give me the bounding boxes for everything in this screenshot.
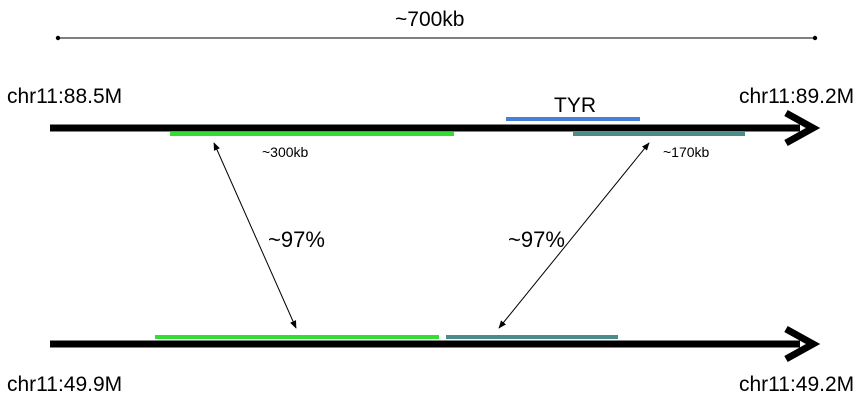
bottom-track-arrowhead — [784, 325, 821, 363]
right-homology-arrow — [498, 142, 650, 329]
top-track-arrowhead — [784, 109, 821, 147]
top-start-label: chr11:88.5M — [7, 85, 123, 108]
bottom-start-label: chr11:49.9M — [7, 373, 123, 396]
green-segment-size-label: ~300kb — [262, 144, 309, 160]
left-homology-arrow — [213, 142, 297, 329]
top-end-label: chr11:89.2M — [739, 85, 855, 108]
left-identity-label: ~97% — [268, 227, 325, 252]
right-identity-label: ~97% — [508, 227, 565, 252]
scale-label: ~700kb — [395, 8, 465, 31]
bottom-end-label: chr11:49.2M — [739, 373, 855, 396]
teal-segment-size-label: ~170kb — [663, 144, 710, 160]
tyr-gene-label: TYR — [554, 94, 596, 117]
